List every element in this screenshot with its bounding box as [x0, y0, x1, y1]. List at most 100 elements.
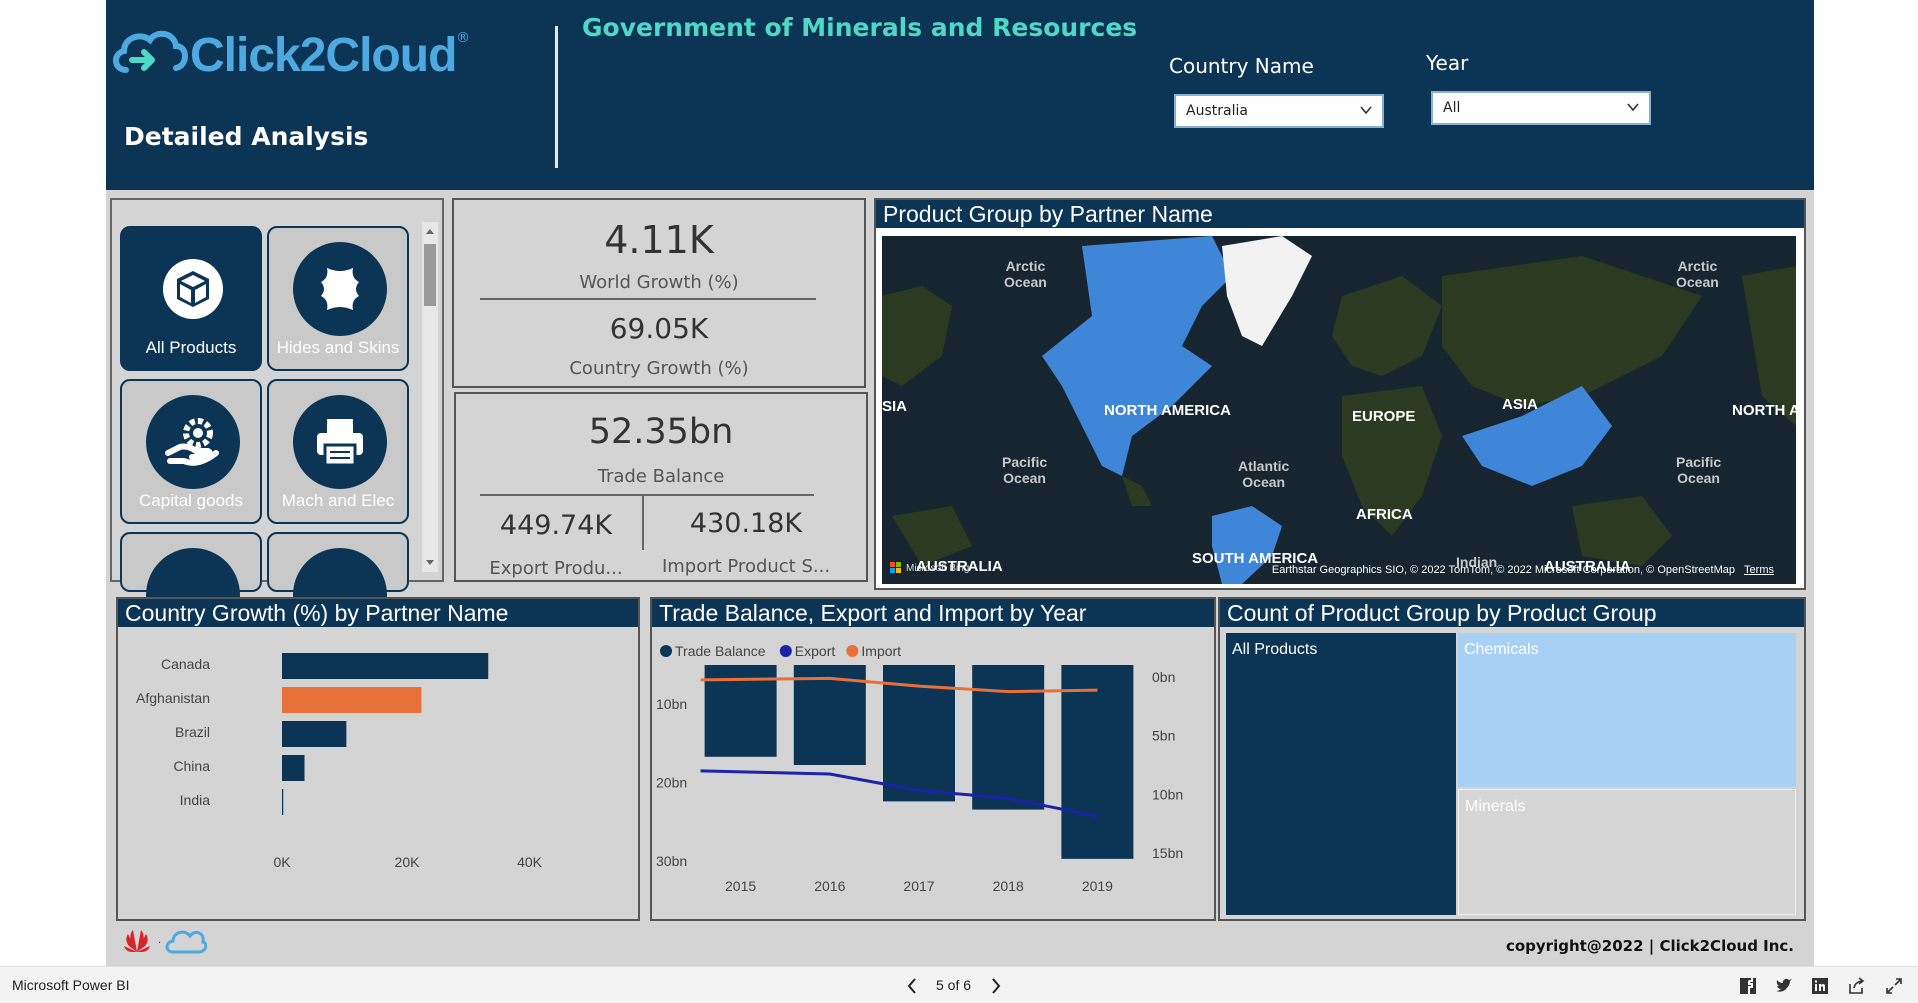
- linkedin-icon[interactable]: [1810, 976, 1830, 996]
- continent-label: SIA: [882, 398, 908, 415]
- year-tick-label: 2015: [725, 878, 756, 894]
- footer-partner-logos: ·: [120, 926, 208, 960]
- growth-bar[interactable]: [282, 721, 347, 747]
- right-axis-tick: 0bn: [1152, 669, 1175, 685]
- legend-label: Export: [795, 643, 836, 659]
- year-tick-label: 2019: [1082, 878, 1113, 894]
- growth-bar[interactable]: [282, 687, 422, 713]
- map-attribution-text: Earthstar Geographics SIO, © 2022 TomTom…: [1271, 564, 1735, 576]
- continent-label: ASIA: [1502, 396, 1538, 413]
- treemap-tile-all-products[interactable]: All Products: [1226, 633, 1456, 915]
- page-navigator: 5 of 6: [900, 973, 1010, 999]
- hide-icon: [293, 242, 387, 336]
- trade-balance-bar[interactable]: [1061, 665, 1134, 859]
- year-slicer-dropdown[interactable]: All: [1431, 91, 1651, 125]
- product-list-scrollbar[interactable]: [422, 222, 438, 572]
- product-button-capital-goods[interactable]: Capital goods: [120, 379, 262, 524]
- trade-balance-bar[interactable]: [972, 665, 1045, 810]
- product-button-partial[interactable]: [267, 532, 409, 642]
- country-growth-chart[interactable]: Country Growth (%) by Partner Name Canad…: [116, 597, 640, 921]
- trade-kpi-card: 52.35bn Trade Balance 449.74K Export Pro…: [454, 392, 868, 582]
- x-tick-label: 0K: [273, 854, 291, 870]
- year-tick-label: 2018: [993, 878, 1024, 894]
- map-attribution: Earthstar Geographics SIO, © 2022 TomTom…: [1272, 564, 1774, 576]
- growth-bar[interactable]: [282, 653, 489, 679]
- product-button-label: Mach and Elec: [281, 491, 395, 510]
- continent-label: SOUTH AMERICA: [1192, 550, 1319, 567]
- legend-marker: [660, 645, 672, 657]
- product-button-label: Capital goods: [139, 491, 243, 510]
- treemap-tile-minerals[interactable]: Minerals: [1458, 789, 1796, 915]
- legend-label: Trade Balance: [675, 643, 766, 659]
- map-title: Product Group by Partner Name: [876, 200, 1804, 228]
- export-product-label: Export Produ...: [489, 558, 623, 579]
- bing-label: Microsoft Bing: [906, 562, 970, 574]
- app-name: Microsoft Power BI: [12, 977, 130, 993]
- world-map[interactable]: Arctic Ocean Arctic Ocean Pacific Ocean …: [882, 236, 1796, 584]
- scrollbar-thumb[interactable]: [424, 244, 436, 306]
- export-line[interactable]: [700, 769, 1098, 818]
- product-button-all-products[interactable]: All Products: [120, 226, 262, 371]
- x-tick-label: 20K: [395, 854, 421, 870]
- ocean-label: Arctic Ocean: [1004, 258, 1047, 290]
- ocean-label: Atlantic Ocean: [1238, 458, 1290, 490]
- left-axis-tick: 10bn: [656, 696, 687, 712]
- map-visual[interactable]: Product Group by Partner Name: [874, 198, 1806, 590]
- country-slicer-dropdown[interactable]: Australia: [1174, 94, 1384, 128]
- continent-label: NORTH AMERICA: [1104, 402, 1231, 419]
- growth-bar[interactable]: [282, 755, 305, 781]
- left-axis-tick: 30bn: [656, 853, 687, 869]
- ocean-label: Indian: [1456, 554, 1498, 570]
- bar-category-label: Brazil: [175, 724, 210, 740]
- trade-chart[interactable]: Trade Balance, Export and Import by Year…: [650, 597, 1216, 921]
- import-product-label: Import Product S...: [661, 556, 831, 577]
- import-line[interactable]: [700, 676, 1098, 694]
- scroll-down-icon[interactable]: [422, 556, 438, 570]
- footer-copyright: copyright@2022 | Click2Cloud Inc.: [1505, 937, 1794, 955]
- world-growth-label: World Growth (%): [579, 272, 739, 293]
- kpi-vertical-divider: [642, 496, 644, 550]
- product-button-partial[interactable]: [120, 532, 262, 642]
- huawei-logo-icon: [124, 930, 150, 952]
- cube-icon: [146, 242, 240, 336]
- twitter-icon[interactable]: [1774, 976, 1794, 996]
- product-button-hides-and-skins[interactable]: Hides and Skins: [267, 226, 409, 371]
- legend-marker: [779, 645, 792, 657]
- continent-label: NORTH A: [1732, 402, 1796, 419]
- chevron-down-icon: [1360, 106, 1372, 115]
- product-button-label: Hides and Skins: [276, 338, 400, 357]
- country-growth-label: Country Growth (%): [569, 358, 749, 379]
- chevron-left-icon[interactable]: [904, 976, 920, 996]
- country-slicer-value: Australia: [1186, 103, 1248, 119]
- product-button-mach-and-elec[interactable]: Mach and Elec: [267, 379, 409, 524]
- product-buttons-panel: All Products Hides and Skins Capital goo…: [110, 198, 444, 642]
- ocean-label: Arctic Ocean: [1676, 258, 1719, 290]
- year-slicer-value: All: [1443, 100, 1461, 116]
- header-divider: [555, 26, 558, 168]
- fullscreen-icon[interactable]: [1884, 976, 1904, 996]
- hand-gear-icon: [146, 395, 240, 489]
- scroll-up-icon[interactable]: [422, 224, 438, 238]
- report-header: Click2Cloud ® Detailed Analysis Governme…: [106, 0, 1814, 190]
- bing-logo: Microsoft Bing: [890, 562, 969, 574]
- product-group-treemap[interactable]: Count of Product Group by Product Group …: [1218, 597, 1806, 921]
- chevron-right-icon[interactable]: [988, 976, 1004, 996]
- growth-bar[interactable]: [282, 789, 284, 815]
- country-growth-value: 69.05K: [609, 312, 709, 345]
- treemap-tile-label: Minerals: [1465, 798, 1526, 815]
- x-tick-label: 40K: [517, 854, 543, 870]
- share-icon[interactable]: [1846, 976, 1866, 996]
- bar-category-label: Canada: [161, 656, 210, 672]
- map-terms-link[interactable]: Terms: [1744, 564, 1774, 576]
- continent-label: AUSTRALIA: [1544, 558, 1631, 575]
- continent-label: EUROPE: [1352, 408, 1416, 425]
- growth-kpi-card: 4.11K World Growth (%) 69.05K Country Gr…: [452, 198, 866, 388]
- facebook-icon[interactable]: [1738, 976, 1758, 996]
- product-button-label: All Products: [145, 338, 237, 357]
- bar-category-label: China: [173, 758, 210, 774]
- right-axis-tick: 15bn: [1152, 845, 1183, 861]
- treemap-tile-chemicals[interactable]: Chemicals: [1458, 633, 1796, 787]
- import-product-value: 430.18K: [689, 508, 803, 539]
- bar-category-label: Afghanistan: [136, 690, 210, 706]
- continent-label: AFRICA: [1356, 506, 1413, 523]
